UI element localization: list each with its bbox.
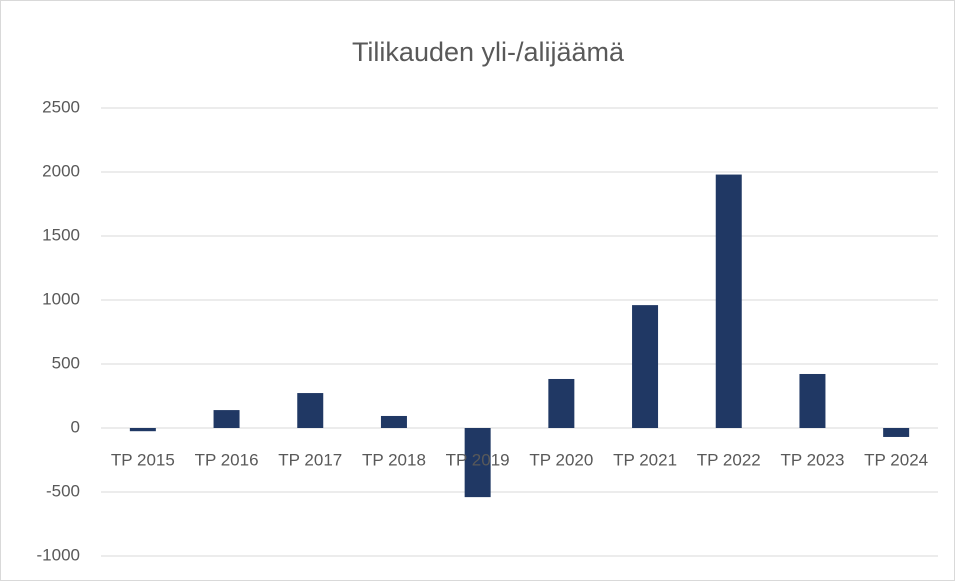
x-tick-label: TP 2020 (529, 450, 593, 469)
y-tick-label: -500 (46, 481, 80, 500)
x-tick-label: TP 2018 (362, 450, 426, 469)
bar (464, 428, 491, 498)
y-tick-label: 2000 (42, 161, 80, 180)
x-tick-label: TP 2023 (780, 450, 844, 469)
x-tick-label: TP 2017 (278, 450, 342, 469)
bar (129, 428, 156, 432)
x-tick-label: TP 2016 (195, 450, 259, 469)
bar (883, 428, 910, 437)
y-tick-label: 2500 (42, 97, 80, 116)
y-tick-label: 500 (52, 353, 80, 372)
x-tick-label: TP 2019 (446, 450, 510, 469)
chart-title: Tilikauden yli-/alijäämä (352, 37, 625, 67)
x-tick-label: TP 2021 (613, 450, 677, 469)
y-tick-label: 0 (71, 417, 80, 436)
y-tick-label: 1000 (42, 289, 80, 308)
bar (213, 410, 240, 428)
bar (380, 415, 407, 428)
x-tick-label: TP 2015 (111, 450, 175, 469)
bar (548, 378, 575, 428)
x-tick-label: TP 2024 (864, 450, 928, 469)
x-tick-label: TP 2022 (697, 450, 761, 469)
y-tick-label: -1000 (37, 545, 80, 564)
bar (799, 373, 826, 428)
y-tick-label: 1500 (42, 225, 80, 244)
bar (715, 174, 742, 428)
bar (632, 305, 659, 428)
bar (297, 393, 324, 428)
